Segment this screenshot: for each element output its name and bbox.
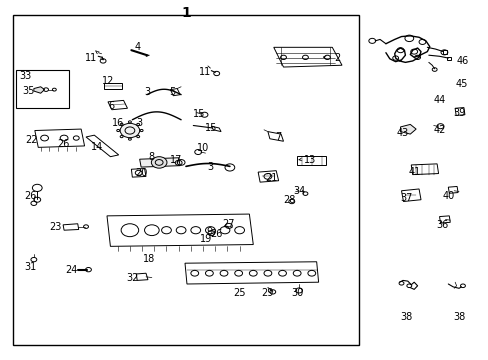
Text: 37: 37 xyxy=(399,193,412,203)
Circle shape xyxy=(120,123,140,138)
Text: 36: 36 xyxy=(435,220,447,230)
Text: 31: 31 xyxy=(25,262,37,272)
Text: 40: 40 xyxy=(441,191,453,201)
Text: 34: 34 xyxy=(292,186,305,196)
Text: 45: 45 xyxy=(454,79,467,89)
Text: 26: 26 xyxy=(25,191,37,201)
Polygon shape xyxy=(140,158,180,167)
Text: 46: 46 xyxy=(456,56,468,66)
Text: 22: 22 xyxy=(25,135,38,145)
Text: 19: 19 xyxy=(200,234,212,244)
Text: 42: 42 xyxy=(432,125,445,135)
Text: 38: 38 xyxy=(400,312,412,322)
Text: 10: 10 xyxy=(197,143,209,153)
Text: 41: 41 xyxy=(407,167,420,177)
Text: 27: 27 xyxy=(222,219,235,229)
Text: 14: 14 xyxy=(91,142,103,152)
Text: 23: 23 xyxy=(49,222,61,232)
Text: 11: 11 xyxy=(199,67,211,77)
Text: 18: 18 xyxy=(143,254,155,264)
Bar xyxy=(13,15,358,345)
Text: 15: 15 xyxy=(193,109,205,119)
Text: 26: 26 xyxy=(57,139,69,149)
Polygon shape xyxy=(400,125,415,134)
Text: 21: 21 xyxy=(264,173,277,183)
Text: 2: 2 xyxy=(333,53,340,63)
Text: 33: 33 xyxy=(19,71,31,81)
Text: 5: 5 xyxy=(169,87,175,97)
Text: 28: 28 xyxy=(283,195,295,205)
Text: 24: 24 xyxy=(65,265,78,275)
Text: 13: 13 xyxy=(304,155,316,165)
Text: 29: 29 xyxy=(261,288,274,298)
Text: 43: 43 xyxy=(396,129,408,138)
Text: 15: 15 xyxy=(205,123,217,133)
Text: 39: 39 xyxy=(452,108,464,118)
Text: 35: 35 xyxy=(23,86,35,96)
Text: 8: 8 xyxy=(148,152,155,162)
Text: 17: 17 xyxy=(170,155,182,165)
Bar xyxy=(16,69,69,108)
Text: 9: 9 xyxy=(206,227,212,237)
Text: 7: 7 xyxy=(275,132,281,142)
Text: 38: 38 xyxy=(452,312,464,322)
Text: 26: 26 xyxy=(210,229,222,239)
Text: 4: 4 xyxy=(134,42,140,52)
Text: 6: 6 xyxy=(109,102,115,112)
Text: 12: 12 xyxy=(102,76,114,86)
Text: 3: 3 xyxy=(207,162,213,172)
Text: 3: 3 xyxy=(143,87,150,97)
Bar xyxy=(103,83,122,89)
Circle shape xyxy=(151,157,166,168)
Polygon shape xyxy=(34,87,44,93)
Text: 11: 11 xyxy=(84,53,97,63)
Text: 20: 20 xyxy=(135,168,147,178)
Text: 32: 32 xyxy=(126,273,138,283)
Text: 16: 16 xyxy=(111,118,123,128)
Text: 44: 44 xyxy=(432,95,445,105)
Text: 25: 25 xyxy=(233,288,245,298)
Text: 3: 3 xyxy=(136,118,142,128)
Text: 30: 30 xyxy=(290,288,303,298)
Text: 1: 1 xyxy=(181,6,190,20)
